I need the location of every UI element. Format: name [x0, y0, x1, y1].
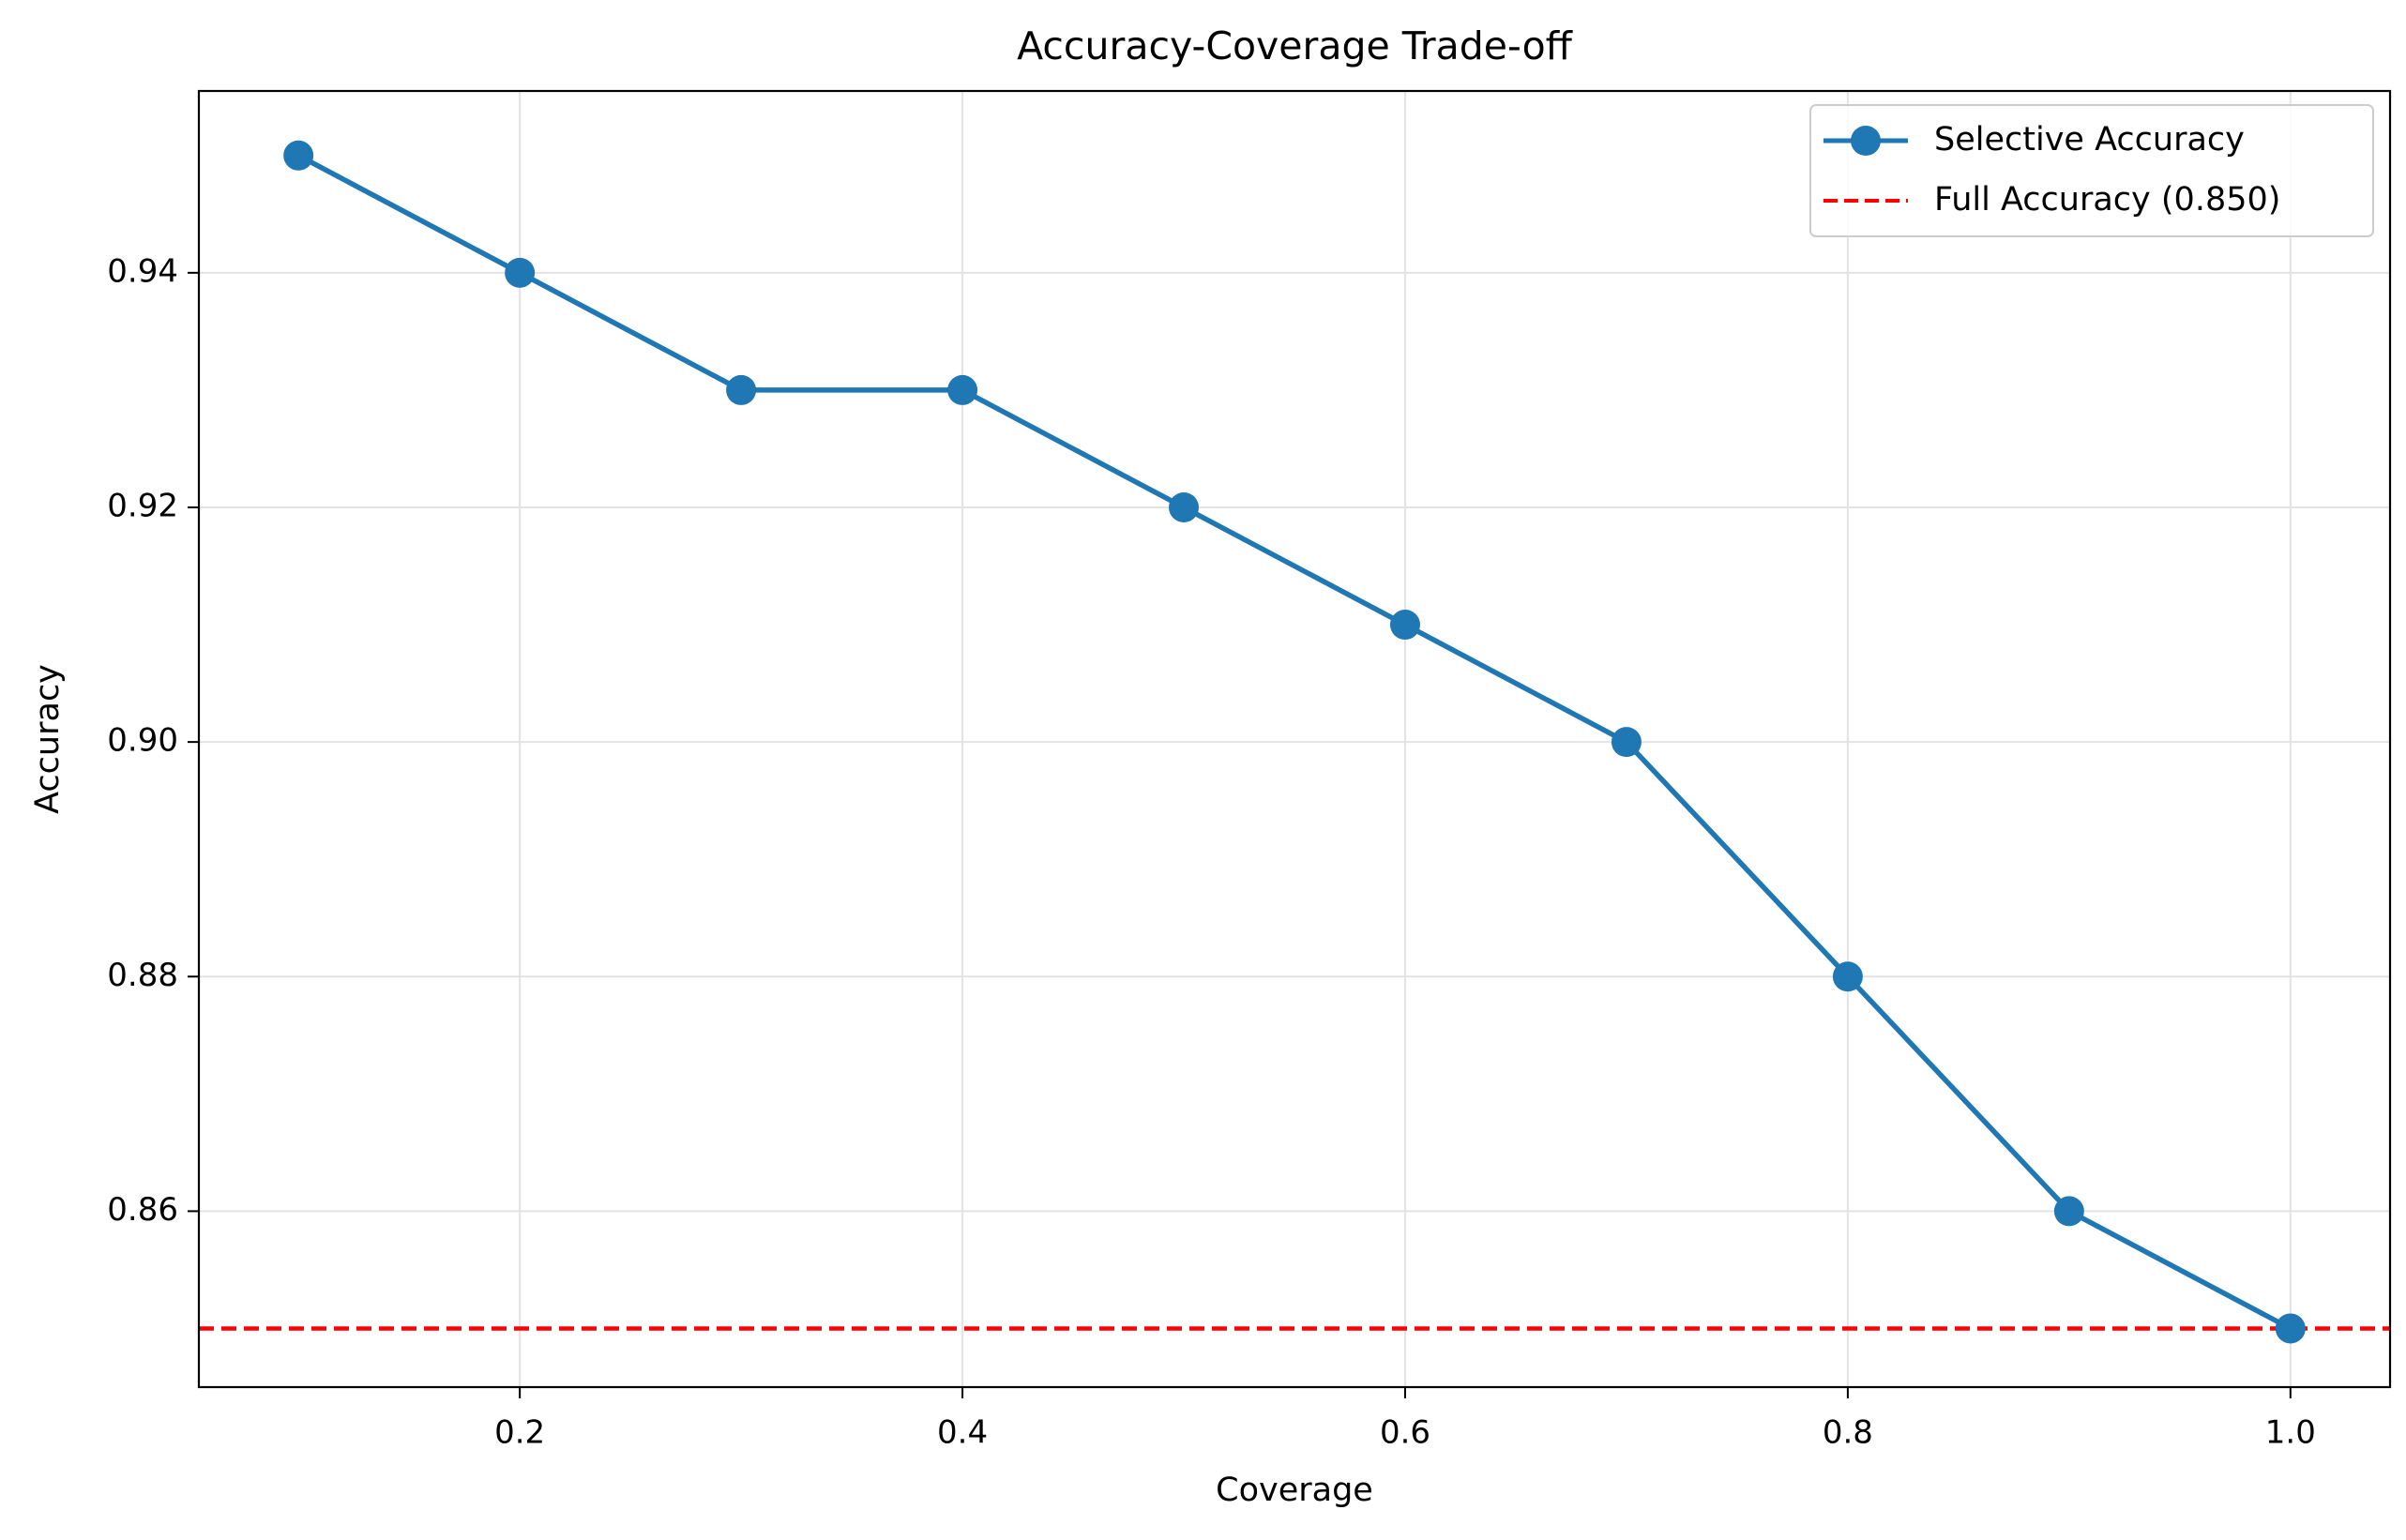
data-point — [2053, 1196, 2084, 1227]
chart-title: Accuracy-Coverage Trade-off — [1017, 23, 1574, 68]
legend: Selective Accuracy Full Accuracy (0.850) — [1809, 104, 2374, 237]
grid-lines — [199, 91, 2390, 1387]
y-tick-label: 0.88 — [107, 957, 178, 994]
axis-ticks: 0.2 0.4 0.6 0.8 1.0 0.86 0.88 0.90 0.92 0.94 — [107, 252, 2316, 1451]
x-tick-label: 0.2 — [494, 1414, 545, 1452]
x-tick-label: 0.6 — [1380, 1414, 1430, 1452]
x-tick-label: 0.4 — [937, 1414, 988, 1452]
data-point — [1389, 610, 1420, 641]
data-point — [726, 374, 757, 405]
y-tick-label: 0.92 — [107, 487, 178, 524]
y-tick-label: 0.90 — [107, 722, 178, 760]
legend-series-label: Selective Accuracy — [1934, 121, 2245, 159]
data-point — [947, 374, 978, 405]
data-point — [1832, 961, 1863, 992]
data-point — [505, 257, 536, 288]
y-tick-label: 0.86 — [107, 1191, 178, 1229]
data-point — [1611, 727, 1642, 758]
legend-reference-label: Full Accuracy (0.850) — [1934, 181, 2280, 219]
axes-frame — [197, 89, 2392, 1389]
x-axis-label: Coverage — [1216, 1472, 1373, 1509]
data-point — [283, 140, 314, 171]
legend-series-marker — [1851, 126, 1881, 156]
y-axis-label: Accuracy — [29, 664, 67, 814]
data-series — [283, 140, 2306, 1344]
data-point — [2275, 1313, 2306, 1344]
x-tick-label: 1.0 — [2265, 1414, 2316, 1452]
data-point — [1169, 491, 1200, 522]
series-line — [296, 153, 2293, 1331]
legend-box — [1809, 104, 2374, 237]
x-tick-label: 0.8 — [1823, 1414, 1873, 1452]
y-tick-label: 0.94 — [107, 252, 178, 290]
